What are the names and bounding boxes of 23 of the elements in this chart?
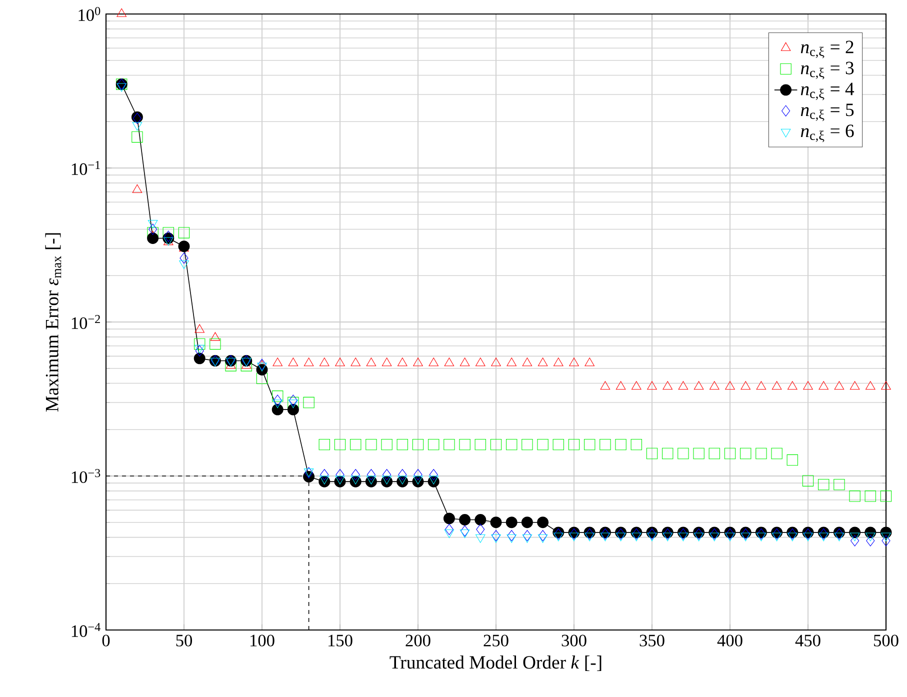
x-tick-label: 350 [640,634,664,646]
y-axis-title: Maximum Error ε$_{max}$ [-] [45,233,62,412]
x-tick-label: 400 [717,634,742,646]
x-tick-label: 0 [102,634,110,646]
legend-label: n$_{c,ξ}$ = 5 [800,104,854,122]
y-tick-label: 10$^{−4}$ [72,623,100,637]
x-tick-label: 150 [328,634,352,646]
x-tick-label: 450 [795,634,820,646]
x-tick-label: 300 [562,634,586,646]
y-tick-label: 10$^{−3}$ [72,469,100,484]
x-tick-label: 100 [250,634,274,646]
x-tick-label: 500 [874,634,898,646]
x-tick-label: 250 [484,634,508,646]
y-tick-label: 10$^{−2}$ [72,315,100,330]
x-axis-title: Truncated Model Order k [-] [390,656,602,672]
y-tick-label: 10$^{0}$ [78,6,100,22]
x-tick-label: 50 [176,634,192,646]
legend-label: n$_{c,ξ}$ = 3 [800,62,854,80]
legend-label: n$_{c,ξ}$ = 2 [800,40,854,58]
legend-label: n$_{c,ξ}$ = 6 [800,124,854,142]
y-tick-label: 10$^{−1}$ [72,161,100,175]
x-tick-label: 200 [406,634,430,646]
legend-label: n$_{c,ξ}$ = 4 [800,82,854,100]
